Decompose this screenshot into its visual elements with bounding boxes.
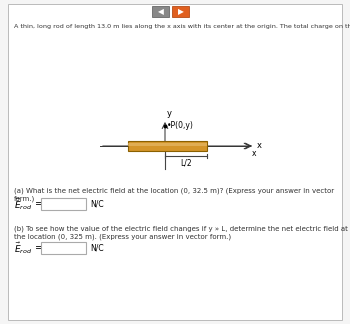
Bar — [152, 6, 169, 17]
Text: ◀: ◀ — [158, 7, 163, 16]
Text: (a) What is the net electric field at the location (0, 32.5 m)? (Express your an: (a) What is the net electric field at th… — [14, 188, 334, 202]
Text: (b) To see how the value of the electric field changes if y » L, determine the n: (b) To see how the value of the electric… — [14, 226, 348, 240]
Text: A thin, long rod of length 13.0 m lies along the x axis with its center at the o: A thin, long rod of length 13.0 m lies a… — [14, 24, 350, 29]
Text: •P(0,y): •P(0,y) — [167, 122, 194, 131]
Text: N/C: N/C — [90, 244, 104, 252]
Text: =: = — [35, 199, 43, 209]
Bar — [128, 141, 207, 151]
Text: N/C: N/C — [90, 200, 104, 209]
Bar — [172, 6, 189, 17]
Text: y: y — [167, 109, 172, 118]
Bar — [128, 143, 207, 146]
Text: $\vec{E}_{rod}$: $\vec{E}_{rod}$ — [14, 240, 32, 256]
Text: x: x — [257, 142, 262, 151]
Bar — [41, 242, 86, 254]
Text: $\vec{E}_{rod}$: $\vec{E}_{rod}$ — [14, 196, 32, 212]
Bar — [41, 198, 86, 210]
Text: ▶: ▶ — [177, 7, 183, 16]
Text: x: x — [252, 149, 257, 158]
Text: L/2: L/2 — [180, 158, 192, 167]
Text: =: = — [35, 243, 43, 253]
